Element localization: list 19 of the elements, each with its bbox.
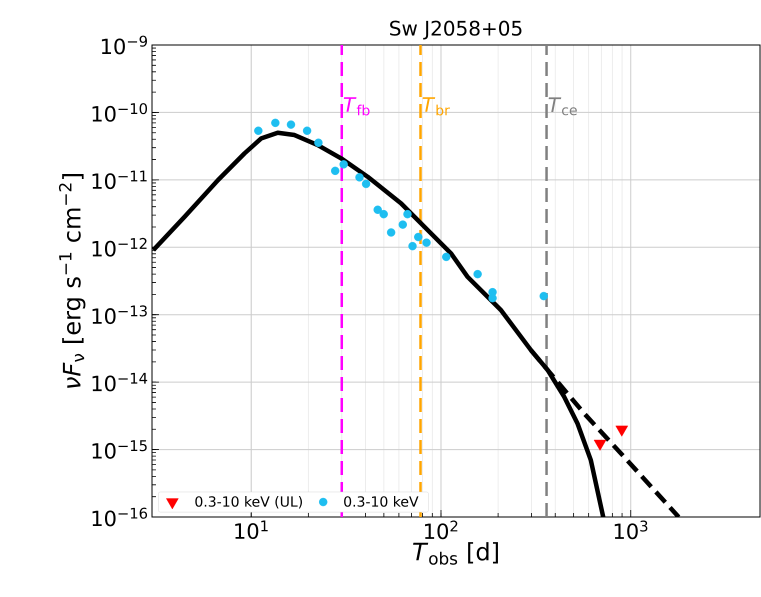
x-axis-title: T$_{obs}$ [d] xyxy=(413,542,498,565)
y-tick-label: 10$^{−15}$ xyxy=(92,440,147,459)
x-tick-label: 10$^{3}$ xyxy=(614,520,648,540)
y-tick-label: 10$^{−10}$ xyxy=(92,103,148,122)
y-tick-label: 10$^{−14}$ xyxy=(92,372,148,392)
y-tick-label: 10$^{−12}$ xyxy=(92,238,147,257)
y-axis-title: νF$_{ν}$ [erg s$^{−1}$ cm$^{−2}$] xyxy=(58,174,86,388)
x-tick-label: 10$^{2}$ xyxy=(425,520,458,540)
x-tick-label: 10$^{1}$ xyxy=(235,520,268,540)
y-tick-label: 10$^{−9}$ xyxy=(102,36,147,54)
legend-label: 0.3-10 keV xyxy=(344,496,418,507)
ref-line-label: T$_{ce}$ xyxy=(548,97,577,116)
ref-line-label: T$_{fb}$ xyxy=(344,97,370,116)
y-tick-label: 10$^{−13}$ xyxy=(92,305,147,324)
legend-label: 0.3-10 keV (UL) xyxy=(195,496,302,508)
y-tick-label: 10$^{−11}$ xyxy=(92,170,147,190)
y-tick-label: 10$^{−16}$ xyxy=(92,508,148,526)
chart-title: Sw J2058+05 xyxy=(390,20,522,40)
ref-line-label: T$_{br}$ xyxy=(422,97,450,116)
